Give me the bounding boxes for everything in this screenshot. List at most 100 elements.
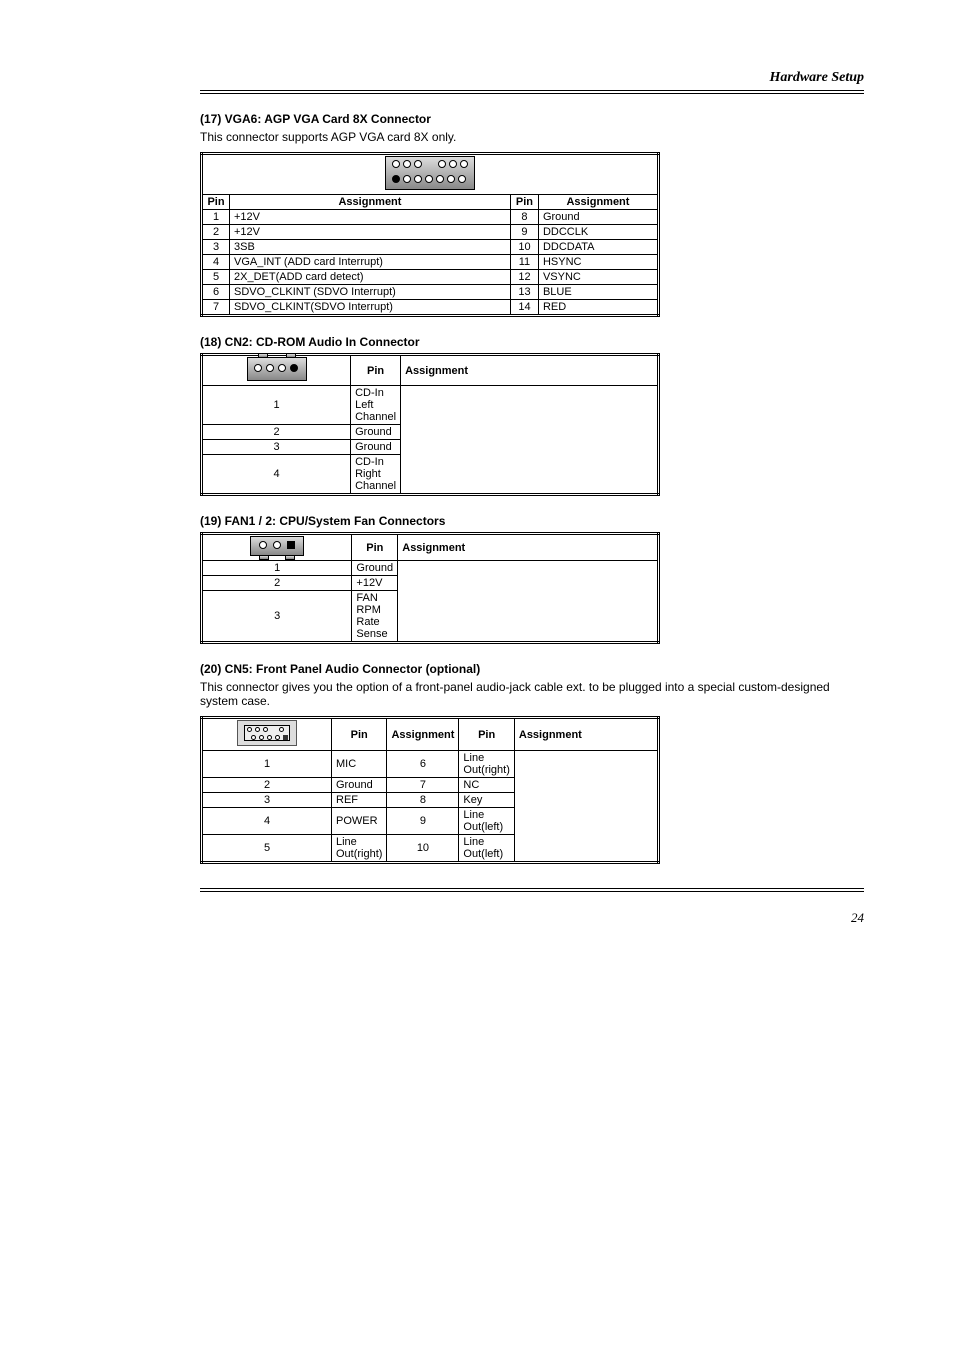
table-row: 2Ground [202,425,659,440]
pin-cell: 1 [202,210,230,225]
section-label-fan: (19) FAN1 / 2: CPU/System Fan Connectors [200,514,864,528]
pin-cell: 2 [202,778,332,793]
pin-cell: 8 [510,210,538,225]
vga6-connector-icon [385,156,475,190]
pin-cell: 8 [387,793,459,808]
section-label-faudio: (20) CN5: Front Panel Audio Connector (o… [200,662,864,676]
section-label-cdin: (18) CN2: CD-ROM Audio In Connector [200,335,864,349]
pin-cell: 4 [202,455,351,495]
faudio-connector-icon [237,720,297,746]
fan-body: 1Ground2+12V3FAN RPM Rate Sense [202,561,659,643]
table-row: 1Ground [202,561,659,576]
assign-cell: Line Out(right) [332,835,387,863]
vga6-header-row: Pin Assignment Pin Assignment [202,195,659,210]
col-pin: Pin [202,195,230,210]
assign-cell: +12V [230,210,511,225]
faudio-connector-cell [202,718,332,751]
assign-cell: Line Out(left) [459,808,514,835]
assign-cell: DDCCLK [538,225,658,240]
cdin-connector-icon [247,357,307,381]
table-row: 1+12V8Ground [202,210,659,225]
assign-cell: FAN RPM Rate Sense [352,591,398,643]
pin-cell: 1 [202,561,352,576]
assign-cell: Key [459,793,514,808]
section-desc-faudio: This connector gives you the option of a… [200,680,864,708]
vga6-connector-cell [202,154,659,195]
assign-cell: VSYNC [538,270,658,285]
col-assign: Assignment [387,718,459,751]
table-row: 33SB10DDCDATA [202,240,659,255]
assign-cell: +12V [230,225,511,240]
pin-cell: 2 [202,425,351,440]
header-rule [200,90,864,94]
pin-cell: 2 [202,225,230,240]
assign-cell: POWER [332,808,387,835]
table-row: 2+12V9DDCCLK [202,225,659,240]
pin-cell: 13 [510,285,538,300]
col-assign: Assignment [398,534,659,561]
col-pin: Pin [352,534,398,561]
faudio-table: Pin Assignment Pin Assignment 1MIC6Line … [200,716,660,864]
faudio-body: 1MIC6Line Out(right)2Ground7NC3REF8Key4P… [202,751,659,863]
table-row: 1CD-In Left Channel [202,386,659,425]
col-pin: Pin [332,718,387,751]
pin-cell: 2 [202,576,352,591]
assign-cell: Ground [351,425,401,440]
table-row: 1MIC6Line Out(right) [202,751,659,778]
assign-cell: NC [459,778,514,793]
vga6-table: Pin Assignment Pin Assignment 1+12V8Grou… [200,152,660,317]
col-assign2: Assignment [538,195,658,210]
assign-cell: HSYNC [538,255,658,270]
assign-cell: SDVO_CLKINT (SDVO Interrupt) [230,285,511,300]
assign-cell: DDCDATA [538,240,658,255]
assign-cell: Line Out(left) [459,835,514,863]
pin-cell: 7 [202,300,230,316]
pin-cell: 9 [387,808,459,835]
table-row: 2+12V [202,576,659,591]
table-row: 7SDVO_CLKINT(SDVO Interrupt)14RED [202,300,659,316]
pin-cell: 10 [510,240,538,255]
fan-table: Pin Assignment 1Ground2+12V3FAN RPM Rate… [200,532,660,644]
assign-cell: CD-In Left Channel [351,386,401,425]
table-row: 3Ground [202,440,659,455]
table-row: 52X_DET(ADD card detect)12VSYNC [202,270,659,285]
pin-cell: 7 [387,778,459,793]
pin-cell: 3 [202,591,352,643]
pin-cell: 5 [202,270,230,285]
col-pin: Pin [351,355,401,386]
col-assign: Assignment [230,195,511,210]
pin-cell: 3 [202,240,230,255]
cdin-body: 1CD-In Left Channel2Ground3Ground4CD-In … [202,386,659,495]
assign-cell: REF [332,793,387,808]
pin-cell: 3 [202,793,332,808]
assign-cell: Ground [332,778,387,793]
cdin-connector-cell [202,355,351,386]
pin-cell: 12 [510,270,538,285]
assign-cell: SDVO_CLKINT(SDVO Interrupt) [230,300,511,316]
col-pin2: Pin [459,718,514,751]
pin-cell: 6 [387,751,459,778]
pin-cell: 14 [510,300,538,316]
table-row: 5Line Out(right)10Line Out(left) [202,835,659,863]
table-row: 4CD-In Right Channel [202,455,659,495]
col-pin2: Pin [510,195,538,210]
assign-cell: Ground [352,561,398,576]
pin-cell: 3 [202,440,351,455]
pin-cell: 10 [387,835,459,863]
assign-cell: Line Out(right) [459,751,514,778]
fan-connector-cell [202,534,352,561]
pin-cell: 1 [202,751,332,778]
vga6-body: 1+12V8Ground2+12V9DDCCLK33SB10DDCDATA4VG… [202,210,659,316]
pin-cell: 4 [202,808,332,835]
table-row: 2Ground7NC [202,778,659,793]
assign-cell: MIC [332,751,387,778]
section-desc-vga6: This connector supports AGP VGA card 8X … [200,130,864,144]
table-row: 4VGA_INT (ADD card Interrupt)11HSYNC [202,255,659,270]
page-header: Hardware Setup [200,70,864,86]
assign-cell: Ground [351,440,401,455]
assign-cell: BLUE [538,285,658,300]
pin-cell: 11 [510,255,538,270]
assign-cell: CD-In Right Channel [351,455,401,495]
fan-connector-icon [250,536,304,556]
footer-rule [200,888,864,892]
